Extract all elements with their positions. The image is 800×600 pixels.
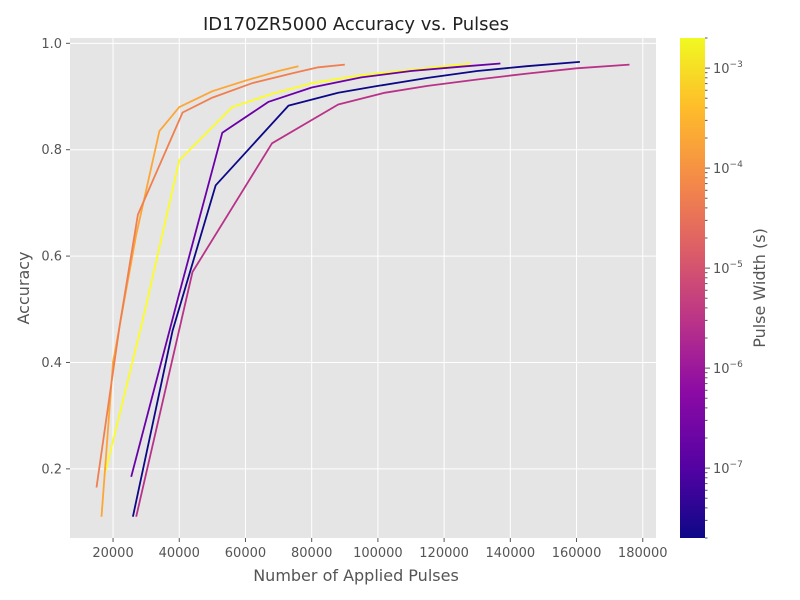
- colorbar-tick-label: 10−3: [713, 60, 743, 77]
- series-layer: [95, 61, 630, 517]
- series-line: [103, 62, 471, 475]
- chart-title: ID170ZR5000 Accuracy vs. Pulses: [203, 14, 509, 35]
- colorbar-tick-label: 10−4: [713, 160, 743, 177]
- series-line: [135, 63, 630, 517]
- y-axis: 0.2 0.4 0.6 0.8 1.0: [41, 37, 70, 477]
- x-tick-label: 60000: [225, 546, 266, 561]
- colorbar-tick-label: 10−6: [713, 360, 743, 377]
- y-tick-label: 0.2: [41, 462, 62, 477]
- grid: [70, 38, 656, 538]
- x-tick-label: 20000: [92, 546, 133, 561]
- x-tick-label: 80000: [291, 546, 332, 561]
- x-tick-label: 140000: [486, 546, 536, 561]
- x-tick-label: 180000: [618, 546, 668, 561]
- x-tick-label: 100000: [353, 546, 403, 561]
- plot-area: [70, 38, 656, 538]
- colorbar-tick-label: 10−7: [713, 460, 743, 477]
- series-line: [132, 61, 580, 517]
- y-tick-label: 0.6: [41, 250, 62, 265]
- x-axis-label: Number of Applied Pulses: [253, 566, 459, 585]
- colorbar-label: Pulse Width (s): [750, 228, 769, 348]
- x-tick-label: 120000: [419, 546, 469, 561]
- y-tick-label: 1.0: [41, 37, 62, 52]
- x-axis: 20000 40000 60000 80000 100000 120000 140000 16…: [92, 538, 668, 561]
- y-tick-label: 0.8: [41, 143, 62, 158]
- colorbar-ticks: 10−7 10−6 10−5 10−4 10−3: [705, 37, 743, 539]
- colorbar: [680, 38, 705, 538]
- y-tick-label: 0.4: [41, 356, 62, 371]
- x-tick-label: 160000: [552, 546, 602, 561]
- series-line: [95, 63, 345, 488]
- y-axis-label: Accuracy: [14, 251, 33, 324]
- series-line: [130, 62, 501, 478]
- x-tick-label: 40000: [159, 546, 200, 561]
- colorbar-tick-label: 10−5: [713, 260, 743, 277]
